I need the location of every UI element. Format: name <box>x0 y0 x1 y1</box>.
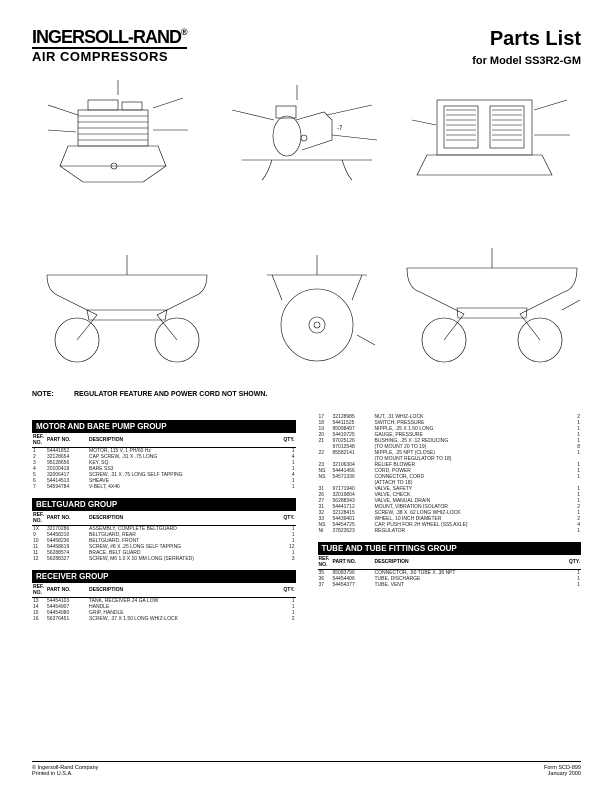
brand-main-text: INGERSOLL-RAND <box>32 27 181 47</box>
group-receiver-header: RECEIVER GROUP <box>32 570 296 583</box>
cell-qty: 1 <box>565 528 581 534</box>
page: INGERSOLL-RAND® AIR COMPRESSORS Parts Li… <box>0 0 613 793</box>
cell-pn: 54454377 <box>332 582 374 588</box>
table-row: NI37823523REGULATOR1 <box>318 528 582 534</box>
note-label: NOTE: <box>32 391 72 398</box>
diagram-bottom-center <box>257 245 377 370</box>
group-motor-header: MOTOR AND BARE PUMP GROUP <box>32 420 296 433</box>
group-receiver-cont-table: 1732128985NUT, .31 WHIZ-LOCK21854411525S… <box>318 414 582 534</box>
col-pn: PART NO. <box>46 511 88 526</box>
diagram-top-left <box>48 80 198 190</box>
col-qty: QTY. <box>280 583 296 598</box>
page-title: Parts List <box>472 28 581 51</box>
cell-desc: V-BELT, 4X46 <box>88 484 280 490</box>
diagram-bottom-right <box>402 240 582 370</box>
col-ref: REF.NO. <box>32 511 46 526</box>
left-column: MOTOR AND BARE PUMP GROUP REF.NO. PART N… <box>32 412 296 622</box>
columns: MOTOR AND BARE PUMP GROUP REF.NO. PART N… <box>32 412 581 622</box>
col-qty: QTY. <box>280 433 296 448</box>
group-motor-table: REF.NO. PART NO. DESCRIPTION QTY. 154441… <box>32 433 296 490</box>
diagram-area: -7 <box>32 75 581 385</box>
diagram-top-right <box>412 80 572 190</box>
cell-desc: SCREW, M6 1.0 X 10 MM LONG (SERRATED) <box>88 556 280 562</box>
footer-date: January 2000 <box>544 771 581 777</box>
cell-ref: 12 <box>32 556 46 562</box>
cell-ref: 7 <box>32 484 46 490</box>
col-pn: PART NO. <box>46 583 88 598</box>
subtitle-prefix: for Model <box>472 55 525 67</box>
cell-desc: SCREW, .37 X 1.50 LONG WHIZ-LOCK <box>88 616 280 622</box>
header: INGERSOLL-RAND® AIR COMPRESSORS Parts Li… <box>32 28 581 67</box>
table-row: 1256288327SCREW, M6 1.0 X 10 MM LONG (SE… <box>32 556 296 562</box>
cell-ref: NI <box>318 528 332 534</box>
table-row: 3754454377TUBE, VENT1 <box>318 582 582 588</box>
motor-body: 154441852MOTOR, 115 V, 1 PH/60 Hz1232128… <box>32 448 296 491</box>
brand-reg: ® <box>181 27 187 37</box>
group-beltguard-table: REF.NO. PART NO. DESCRIPTION QTY. 1X3217… <box>32 511 296 562</box>
col-desc: DESCRIPTION <box>88 433 280 448</box>
col-pn: PART NO. <box>332 555 374 570</box>
tube-body: 3595083796CONNECTOR, .50 TUBE X .38 NPT1… <box>318 570 582 589</box>
svg-text:-7: -7 <box>337 126 343 132</box>
diagram-top-center: -7 <box>232 80 382 190</box>
col-pn: PART NO. <box>46 433 88 448</box>
cell-desc: TUBE, VENT <box>374 582 566 588</box>
col-ref: REF.NO. <box>32 583 46 598</box>
beltguard-body: 1X32170286ASSEMBLY, COMPLETE BELTGUARD19… <box>32 526 296 563</box>
footer: © Ingersoll-Rand Company Printed in U.S.… <box>32 761 581 777</box>
col-desc: DESCRIPTION <box>88 511 280 526</box>
col-desc: DESCRIPTION <box>88 583 280 598</box>
brand-sub: AIR COMPRESSORS <box>32 49 187 64</box>
note-row: NOTE: REGULATOR FEATURE AND POWER CORD N… <box>32 391 581 398</box>
cell-pn: 54594784 <box>46 484 88 490</box>
model-number: SS3R2-GM <box>525 55 581 67</box>
diagram-bottom-left <box>37 240 217 370</box>
table-row: 1656376451SCREW, .37 X 1.50 LONG WHIZ-LO… <box>32 616 296 622</box>
page-subtitle: for Model SS3R2-GM <box>472 55 581 67</box>
col-ref: REF.NO. <box>32 433 46 448</box>
col-qty: QTY. <box>565 555 581 570</box>
col-ref: REF.NO. <box>318 555 332 570</box>
col-desc: DESCRIPTION <box>374 555 566 570</box>
cell-qty: 3 <box>280 556 296 562</box>
cell-qty: 2 <box>280 616 296 622</box>
cell-qty: 1 <box>565 582 581 588</box>
receiver-body: 1354454103TANK, RECEIVER 24 GA LOW114544… <box>32 598 296 623</box>
cell-desc: REGULATOR <box>374 528 566 534</box>
cell-pn: 56288327 <box>46 556 88 562</box>
table-row: 754594784V-BELT, 4X461 <box>32 484 296 490</box>
col-qty: QTY. <box>280 511 296 526</box>
note-text: REGULATOR FEATURE AND POWER CORD NOT SHO… <box>74 391 267 398</box>
group-beltguard-header: BELTGUARD GROUP <box>32 498 296 511</box>
cell-ref: 37 <box>318 582 332 588</box>
group-tube-table: REF.NO. PART NO. DESCRIPTION QTY. 359508… <box>318 555 582 588</box>
receiver-cont-body: 1732128985NUT, .31 WHIZ-LOCK21854411525S… <box>318 414 582 534</box>
brand-main: INGERSOLL-RAND® <box>32 28 187 49</box>
group-tube-header: TUBE AND TUBE FITTINGS GROUP <box>318 542 582 555</box>
cell-qty: 1 <box>280 484 296 490</box>
cell-pn: 56376451 <box>46 616 88 622</box>
group-receiver-table: REF.NO. PART NO. DESCRIPTION QTY. 135445… <box>32 583 296 622</box>
cell-ref: 16 <box>32 616 46 622</box>
cell-pn: 37823523 <box>332 528 374 534</box>
title-block: Parts List for Model SS3R2-GM <box>472 28 581 67</box>
footer-origin: Printed in U.S.A. <box>32 771 98 777</box>
right-column: 1732128985NUT, .31 WHIZ-LOCK21854411525S… <box>318 412 582 622</box>
brand-block: INGERSOLL-RAND® AIR COMPRESSORS <box>32 28 187 64</box>
